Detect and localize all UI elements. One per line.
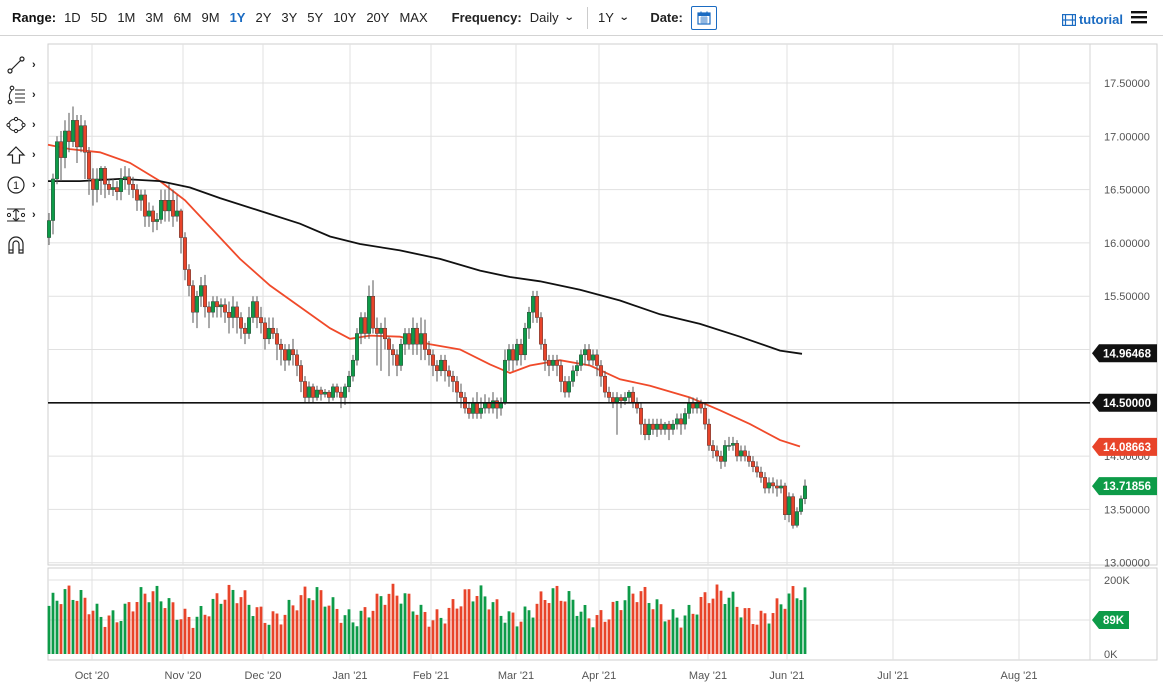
film-icon (1061, 13, 1076, 26)
range-button-2y[interactable]: 2Y (255, 10, 272, 25)
range-button-5d[interactable]: 5D (90, 10, 108, 25)
x-tick-label: Nov '20 (165, 670, 202, 682)
price-tag: 14.50000 (1092, 393, 1157, 412)
volume-tick-label: 200K (1104, 575, 1130, 587)
y-tick-label: 17.00000 (1104, 131, 1150, 143)
measure-tool[interactable]: › (0, 200, 46, 230)
svg-text:14.96468: 14.96468 (1103, 348, 1152, 360)
price-chart[interactable]: 17.50000 17.00000 16.50000 16.00000 15.50000… (0, 36, 1163, 698)
frequency-value: Daily (529, 10, 559, 25)
range-button-20y[interactable]: 20Y (366, 10, 390, 25)
measure-icon (6, 208, 26, 222)
submenu-arrow-icon: › (32, 59, 36, 71)
period-value: 1Y (598, 10, 614, 25)
svg-text:89K: 89K (1103, 615, 1125, 627)
arrow-tool[interactable]: › (0, 140, 46, 170)
annotation-tool[interactable]: 1 › (0, 170, 46, 200)
hamburger-menu-icon (1131, 11, 1147, 24)
x-tick-label: May '21 (689, 670, 727, 682)
y-tick-label: 13.00000 (1104, 558, 1150, 570)
svg-text:14.50000: 14.50000 (1103, 398, 1151, 410)
chart-toolbar: Range: 1D 5D 1M 3M 6M 9M 1Y 2Y 3Y 5Y 10Y 20Y MAX Fre… (0, 0, 1163, 36)
volume-tick-label: 0K (1104, 649, 1118, 661)
svg-text:13.71856: 13.71856 (1103, 481, 1151, 493)
tutorial-link[interactable]: tutorial (1061, 12, 1123, 27)
x-tick-label: Oct '20 (75, 670, 110, 682)
calendar-icon (697, 11, 711, 25)
price-tag: 89K (1092, 611, 1129, 629)
range-button-1m[interactable]: 1M (117, 10, 136, 25)
range-button-5y[interactable]: 5Y (307, 10, 324, 25)
fib-levels-icon (7, 85, 25, 105)
svg-text:14.08663: 14.08663 (1103, 442, 1151, 454)
hamburger-menu-button[interactable] (1131, 10, 1147, 27)
range-button-10y[interactable]: 10Y (333, 10, 357, 25)
submenu-arrow-icon: › (32, 89, 36, 101)
submenu-arrow-icon: › (32, 119, 36, 131)
y-tick-label: 17.50000 (1104, 78, 1150, 90)
y-tick-label: 16.50000 (1104, 185, 1150, 197)
frequency-select[interactable]: Daily ⌄ (530, 10, 585, 25)
x-tick-label: Feb '21 (413, 670, 449, 682)
range-button-3y[interactable]: 3Y (281, 10, 298, 25)
submenu-arrow-icon: › (32, 209, 36, 221)
submenu-arrow-icon: › (32, 149, 36, 161)
toolbar-divider (587, 6, 589, 29)
volume-bars (47, 583, 807, 654)
tutorial-label: tutorial (1078, 12, 1123, 27)
numbered-circle-icon: 1 (7, 176, 25, 194)
range-button-1y[interactable]: 1Y (229, 10, 246, 25)
range-button-1d[interactable]: 1D (64, 10, 81, 25)
ellipse-shape-icon (6, 116, 26, 134)
x-tick-label: Mar '21 (498, 670, 534, 682)
drawing-tools-sidebar: › › › › 1 › › (0, 50, 46, 260)
range-label: Range: (12, 10, 57, 25)
y-tick-label: 15.50000 (1104, 291, 1150, 303)
range-button-9m[interactable]: 9M (201, 10, 220, 25)
x-tick-label: Jun '21 (769, 670, 804, 682)
y-tick-label: 13.50000 (1104, 504, 1150, 516)
x-tick-label: Jan '21 (332, 670, 367, 682)
shapes-tool[interactable]: › (0, 110, 46, 140)
price-tag: 13.71856 (1092, 477, 1157, 496)
up-arrow-icon (6, 146, 26, 164)
svg-text:1: 1 (13, 180, 19, 192)
x-tick-label: Apr '21 (582, 670, 617, 682)
date-picker-button[interactable] (690, 5, 717, 30)
date-label: Date: (650, 10, 683, 25)
period-select[interactable]: 1Y ⌄ (598, 10, 640, 25)
x-tick-label: Dec '20 (245, 670, 282, 682)
range-button-6m[interactable]: 6M (173, 10, 192, 25)
x-tick-label: Jul '21 (877, 670, 908, 682)
candlesticks (47, 106, 808, 529)
range-button-3m[interactable]: 3M (145, 10, 164, 25)
price-tags: 14.96468 14.50000 14.08663 13.71856 89K (1092, 344, 1157, 629)
fibonacci-tool[interactable]: › (0, 80, 46, 110)
x-tick-label: Aug '21 (1001, 670, 1038, 682)
magnet-icon (8, 236, 24, 254)
trendline-tool[interactable]: › (0, 50, 46, 80)
chevron-down-icon: ⌄ (563, 12, 575, 23)
range-button-max[interactable]: MAX (399, 10, 428, 25)
range-buttons: 1D 5D 1M 3M 6M 9M 1Y 2Y 3Y 5Y 10Y 20Y MAX (64, 10, 438, 25)
price-tag: 14.96468 (1092, 344, 1157, 363)
chart-grid (47, 43, 1158, 661)
chevron-down-icon: ⌄ (618, 12, 630, 23)
axis-labels: 17.50000 17.00000 16.50000 16.00000 15.50000… (75, 78, 1150, 682)
line-segment-icon (7, 56, 25, 74)
price-tag: 14.08663 (1092, 437, 1157, 456)
ma_long-line (48, 177, 803, 355)
magnet-tool[interactable] (0, 230, 46, 260)
y-tick-label: 16.00000 (1104, 238, 1150, 250)
submenu-arrow-icon: › (32, 179, 36, 191)
frequency-label: Frequency: (451, 10, 522, 25)
